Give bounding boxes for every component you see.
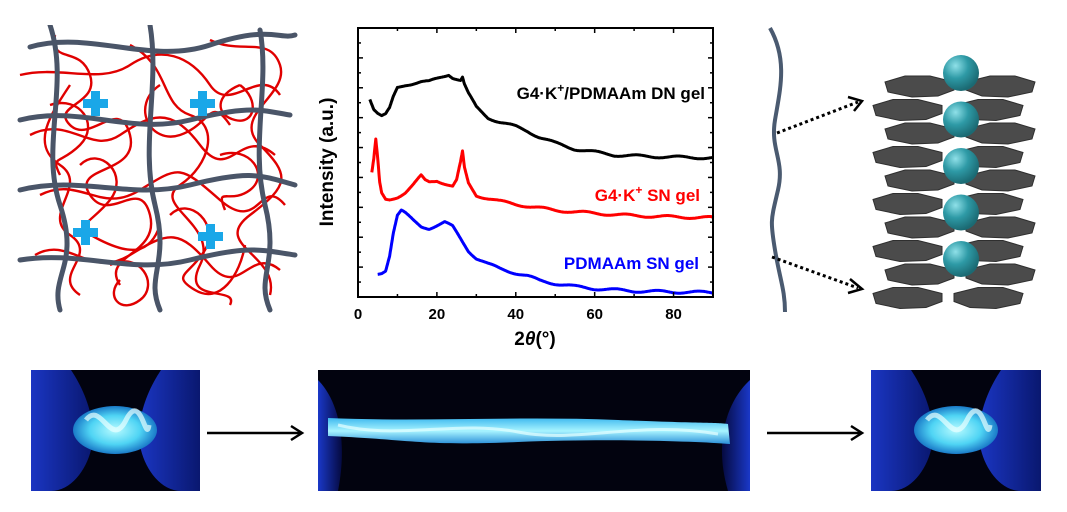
x-tick-label: 20 [429,306,446,323]
guanine-tetrad [884,216,955,239]
gquad-svg [768,27,1036,313]
guanine-tetrad [965,216,1036,239]
guanine-tetrad [884,263,955,286]
photo-relaxed-svg [31,370,200,491]
guanine-tetrad [872,240,943,263]
x-axis-label-suffix: (°) [535,329,555,350]
potassium-ion [943,101,979,138]
x-axis-label-symbol: θ [525,329,536,350]
photo-stretched-svg [318,380,750,491]
photo-recovered-gel [871,370,1041,491]
xrd-chart: 0 20 40 60 80 Intensity (a.u.) 2θ(°) G4·K+/P… [300,20,730,355]
g-quadruplex-schematic [750,20,1067,320]
chart-svg: 0 20 40 60 80 Intensity (a.u.) 2θ(°) G4·K+/P… [317,27,715,350]
guanine-tetrad [953,287,1024,310]
series-label-pdmaam-sn-gel: PDMAAm SN gel [564,254,699,273]
tetrad-stack [872,55,1036,310]
arrow-stretch [205,423,305,443]
guanine-tetrad [965,75,1036,98]
y-axis-label: Intensity (a.u.) [317,98,338,227]
potassium-ion [943,241,979,277]
axis-ticks [357,27,714,298]
plus-icon [198,224,223,249]
photo-recovered-svg [871,370,1041,491]
guanine-tetrad [965,169,1036,192]
x-tick-label: 40 [507,306,524,323]
arrowhead-upper [847,95,865,112]
plus-icon [190,91,215,116]
right-arrow-icon [207,424,305,442]
guanine-tetrad [872,99,943,122]
plus-icon [83,91,108,116]
guanine-tetrad [872,146,943,169]
dotted-arrows [771,100,859,290]
arrow-recover [765,423,865,443]
guanine-tetrad [872,287,943,310]
x-tick-labels: 0 20 40 60 80 [354,306,682,323]
guanine-tetrad [884,75,955,98]
arrowheads [847,95,865,295]
photo-relaxed-gel [31,370,200,491]
guanine-tetrad [872,193,943,216]
x-axis-label-prefix: 2 [514,329,525,350]
cation-icons [73,91,223,249]
series-line-1 [370,137,715,220]
potassium-ion [943,148,979,184]
x-tick-label: 0 [354,306,362,323]
plus-icon [73,220,98,245]
x-tick-label: 60 [586,306,603,323]
x-axis-label: 2θ(°) [514,329,555,350]
guanine-tetrad [884,122,955,145]
dotted-arrow-upper [776,100,859,135]
series-label-dn-gel: G4·K+/PDMAAm DN gel [517,81,705,103]
series-line-2 [376,208,714,295]
grey-polymer-network [17,22,298,313]
series-label-g4k-sn-gel: G4·K+ SN gel [595,183,700,205]
series-layer [368,73,715,295]
network-svg [17,22,298,313]
dotted-arrow-lower [771,255,859,290]
series-line-0 [368,73,714,161]
guanine-tetrad [965,263,1036,286]
photo-stretched-gel [318,370,750,491]
x-tick-label: 80 [665,306,682,323]
potassium-ion [943,55,979,91]
double-network-schematic [10,22,300,315]
arrowhead-lower [847,278,865,295]
polymer-chain [768,27,787,313]
right-arrow-icon [767,424,865,442]
potassium-ion [943,194,979,231]
guanine-tetrad [884,169,955,192]
guanine-tetrad [965,122,1036,145]
